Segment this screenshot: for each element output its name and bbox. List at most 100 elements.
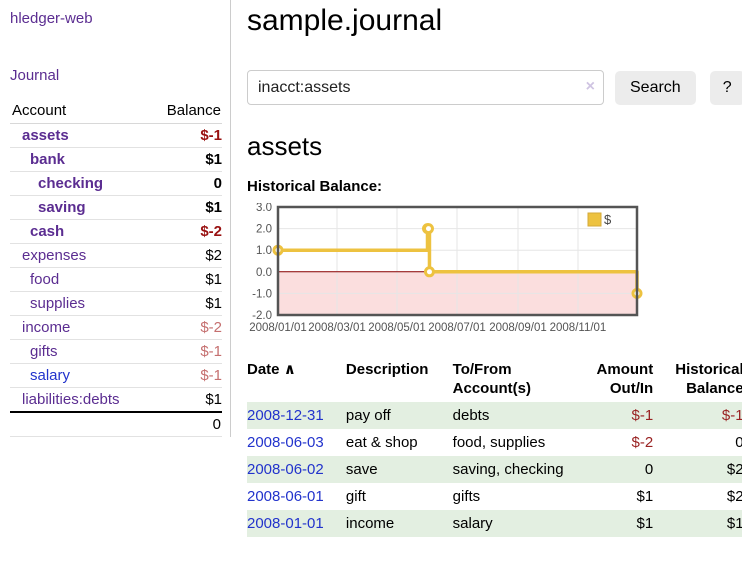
main-content: sample.journal × Search ? assets Histori… bbox=[231, 0, 742, 537]
transaction-date-link[interactable]: 2008-06-01 bbox=[247, 488, 324, 505]
register-accounts-cell: gifts bbox=[452, 488, 481, 505]
register-col-date-label: Date bbox=[247, 361, 280, 378]
account-link-cash[interactable]: cash bbox=[30, 223, 65, 240]
register-balance-cell: $1 bbox=[726, 515, 742, 532]
transaction-date-link[interactable]: 2008-01-01 bbox=[247, 515, 324, 532]
register-row: 2008-06-01 gift gifts $1 $2 bbox=[247, 483, 742, 510]
account-balance: $-1 bbox=[149, 363, 222, 388]
account-link-salary[interactable]: salary bbox=[30, 367, 71, 384]
account-link-gifts[interactable]: gifts bbox=[30, 343, 58, 360]
search-input[interactable] bbox=[247, 70, 604, 105]
register-balance-cell: 0 bbox=[735, 434, 742, 451]
register-table: Date ∧ Description To/From Account(s) Am… bbox=[247, 358, 742, 537]
account-row: assets $-1 bbox=[10, 123, 222, 148]
register-accounts-cell: salary bbox=[452, 515, 493, 532]
sidebar: hledger-web Journal Account Balance asse… bbox=[0, 0, 231, 437]
register-date-cell: 2008-01-01 bbox=[247, 510, 346, 537]
accounts-table: Account Balance assets $-1 bank $1 checking 0… bbox=[10, 100, 222, 437]
y-tick-label: -2.0 bbox=[252, 310, 272, 322]
x-tick-label: 2008/09/01 bbox=[489, 322, 547, 334]
account-name-cell: income bbox=[10, 315, 150, 340]
transaction-date-link[interactable]: 2008-12-31 bbox=[247, 407, 324, 424]
register-date-cell: 2008-06-01 bbox=[247, 483, 346, 510]
account-balance: $1 bbox=[149, 291, 222, 316]
account-link-food[interactable]: food bbox=[30, 271, 60, 288]
register-amount-cell: $1 bbox=[636, 515, 654, 532]
register-description-cell: income bbox=[345, 515, 395, 532]
accounts-header-row: Account Balance bbox=[10, 100, 222, 124]
account-balance: $-2 bbox=[149, 315, 222, 340]
account-name-cell: food bbox=[10, 267, 150, 292]
account-name-cell: salary bbox=[10, 363, 150, 388]
search-button[interactable]: Search bbox=[615, 70, 696, 105]
account-name-cell: saving bbox=[10, 195, 150, 220]
y-tick-label: 3.0 bbox=[256, 203, 272, 214]
x-tick-label: 2008/05/01 bbox=[368, 322, 426, 334]
account-link-checking[interactable]: checking bbox=[38, 175, 104, 192]
register-col-balance: Historical Balance bbox=[675, 361, 742, 397]
register-row: 2008-06-02 save saving, checking 0 $2 bbox=[247, 456, 742, 483]
sort-asc-icon: ∧ bbox=[283, 361, 296, 378]
account-name-cell: liabilities:debts bbox=[10, 387, 150, 413]
account-link-supplies[interactable]: supplies bbox=[30, 295, 86, 312]
register-col-date[interactable]: Date ∧ bbox=[247, 358, 346, 402]
x-tick-label: 2008/03/01 bbox=[308, 322, 366, 334]
x-tick-label: 2008/01/01 bbox=[249, 322, 307, 334]
register-col-amount: Amount Out/In bbox=[596, 361, 654, 397]
y-tick-label: 1.0 bbox=[256, 245, 272, 257]
account-row: checking 0 bbox=[10, 171, 222, 196]
account-balance: $-1 bbox=[149, 123, 222, 148]
transaction-date-link[interactable]: 2008-06-02 bbox=[247, 461, 324, 478]
account-link-bank[interactable]: bank bbox=[30, 151, 66, 168]
data-point-marker bbox=[422, 223, 434, 235]
account-balance: $1 bbox=[149, 267, 222, 292]
plot-border bbox=[276, 205, 639, 317]
account-link-expenses[interactable]: expenses bbox=[22, 247, 87, 264]
register-date-cell: 2008-06-02 bbox=[247, 456, 346, 483]
search-input-wrap: × bbox=[247, 70, 604, 105]
help-button[interactable]: ? bbox=[709, 70, 742, 105]
register-row: 2008-01-01 income salary $1 $1 bbox=[247, 510, 742, 537]
register-date-cell: 2008-12-31 bbox=[247, 402, 346, 429]
register-accounts-cell: food, supplies bbox=[452, 434, 546, 451]
register-amount-cell: $-2 bbox=[631, 434, 654, 451]
account-name-cell: bank bbox=[10, 147, 150, 172]
account-balance: $-2 bbox=[149, 219, 222, 244]
register-row: 2008-06-03 eat & shop food, supplies $-2 0 bbox=[247, 429, 742, 456]
account-name-cell: checking bbox=[10, 171, 150, 196]
register-amount-cell: $1 bbox=[636, 488, 654, 505]
account-name-cell: gifts bbox=[10, 339, 150, 364]
account-row: supplies $1 bbox=[10, 291, 222, 316]
accounts-total-value: 0 bbox=[149, 411, 222, 437]
register-balance-cell: $2 bbox=[726, 488, 742, 505]
account-balance: $1 bbox=[149, 387, 222, 413]
account-link-income[interactable]: income bbox=[22, 319, 71, 336]
register-description-cell: eat & shop bbox=[345, 434, 418, 451]
register-description-cell: gift bbox=[345, 488, 366, 505]
historical-balance-chart: $3.0 2.0 1.0 0.0 -1.0 -2.0 2008/01/01 2008/03/0… bbox=[245, 202, 742, 344]
register-header-row: Date ∧ Description To/From Account(s) Am… bbox=[247, 358, 742, 402]
y-tick-label: 0.0 bbox=[256, 267, 272, 279]
account-name-cell: cash bbox=[10, 219, 150, 244]
x-tick-label: 2008/11/01 bbox=[550, 322, 607, 334]
app-title-link[interactable]: hledger-web bbox=[10, 10, 93, 27]
account-row: saving $1 bbox=[10, 195, 222, 220]
account-name-cell: assets bbox=[10, 123, 150, 148]
x-tick-label: 2008/07/01 bbox=[428, 322, 486, 334]
account-link-liabilities-debts[interactable]: liabilities:debts bbox=[22, 391, 120, 408]
account-balance: $2 bbox=[149, 243, 222, 268]
register-col-account: To/From Account(s) bbox=[452, 361, 531, 397]
transaction-date-link[interactable]: 2008-06-03 bbox=[247, 434, 324, 451]
account-row: gifts $-1 bbox=[10, 339, 222, 364]
journal-link[interactable]: Journal bbox=[10, 67, 60, 84]
accounts-col-account: Account bbox=[10, 100, 150, 124]
account-row: cash $-2 bbox=[10, 219, 222, 244]
account-link-assets[interactable]: assets bbox=[22, 127, 69, 144]
account-balance: $-1 bbox=[149, 339, 222, 364]
account-link-saving[interactable]: saving bbox=[38, 199, 86, 216]
clear-search-icon[interactable]: × bbox=[585, 78, 595, 95]
account-balance: $1 bbox=[149, 195, 222, 220]
account-row: liabilities:debts $1 bbox=[10, 387, 222, 413]
chart-title: Historical Balance: bbox=[247, 178, 383, 195]
account-row: income $-2 bbox=[10, 315, 222, 340]
